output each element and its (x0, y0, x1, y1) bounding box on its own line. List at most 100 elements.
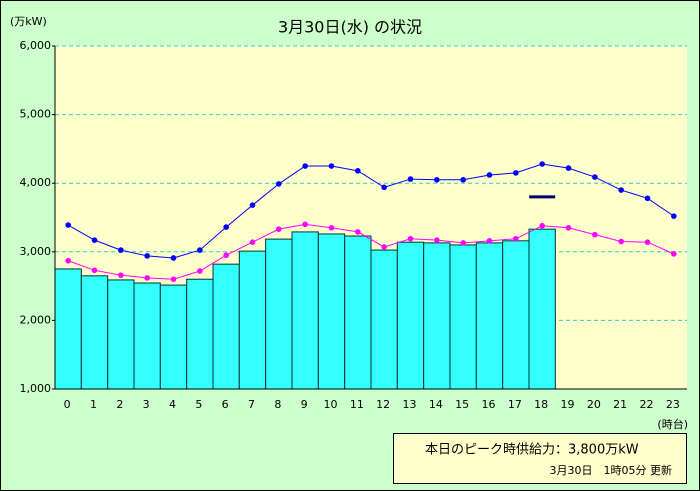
x-tick-label: 4 (169, 398, 176, 411)
y-tick-label: 5,000 (20, 108, 52, 121)
update-text: 3月30日 1時05分 更新 (550, 463, 673, 477)
bar (449, 244, 477, 390)
point (91, 237, 98, 243)
bar (317, 233, 346, 390)
point (381, 184, 387, 191)
bar (80, 275, 109, 390)
x-tick-label: 0 (64, 398, 71, 411)
point (644, 239, 651, 245)
y-tick-label: 4,000 (20, 176, 52, 189)
x-tick-label: 7 (248, 398, 255, 411)
x-tick-label: 6 (222, 398, 229, 411)
point (434, 176, 440, 183)
point (355, 168, 361, 174)
point (328, 163, 335, 169)
bar (423, 242, 451, 390)
x-tick-label: 16 (482, 398, 496, 411)
bar (133, 282, 161, 390)
y-tick-label: 6,000 (20, 39, 52, 52)
x-axis-label: (時台) (657, 417, 688, 431)
x-tick-label: 2 (116, 398, 123, 411)
point (355, 229, 361, 235)
point (276, 181, 282, 187)
bar (159, 284, 188, 390)
point (671, 213, 677, 219)
x-tick-label: 9 (301, 398, 308, 411)
peak-value: 3,800万kW (568, 443, 639, 458)
bar (344, 235, 372, 390)
bar (212, 263, 240, 390)
point (644, 195, 651, 202)
x-tick-label: 18 (534, 398, 548, 411)
point (65, 222, 71, 228)
bar (238, 250, 267, 390)
point (513, 235, 519, 242)
point (144, 253, 150, 259)
point (539, 222, 545, 229)
x-tick-label: 8 (274, 398, 281, 411)
point (565, 224, 572, 231)
point (223, 252, 229, 259)
point (513, 170, 519, 176)
x-tick-label: 11 (350, 398, 364, 411)
x-tick-label: 3 (143, 398, 150, 411)
x-tick-label: 22 (640, 398, 654, 411)
bar (54, 268, 82, 390)
point (197, 247, 203, 253)
x-tick-label: 5 (195, 398, 202, 411)
bar (291, 231, 319, 390)
point (302, 163, 308, 169)
x-tick-label: 23 (666, 398, 680, 411)
x-tick-label: 1 (90, 398, 97, 411)
point (65, 257, 71, 264)
point (91, 267, 98, 274)
x-tick-label: 19 (561, 398, 575, 411)
bar (475, 242, 504, 390)
x-tick-label: 12 (376, 398, 390, 411)
point (118, 272, 124, 278)
point (170, 255, 177, 261)
bar (265, 238, 293, 390)
x-tick-label: 13 (403, 398, 417, 411)
info-box (393, 433, 687, 484)
point (486, 238, 493, 244)
point (144, 275, 150, 281)
chart-title: 3月30日(水) の状況 (278, 18, 422, 37)
point (170, 276, 177, 283)
point (249, 202, 256, 208)
bar (502, 240, 530, 390)
point (618, 187, 624, 193)
x-tick-label: 10 (324, 398, 338, 411)
y-axis-label: (万kW) (10, 15, 47, 28)
x-tick-label: 15 (455, 398, 469, 411)
x-tick-label: 17 (508, 398, 522, 411)
bar (186, 278, 214, 390)
point (223, 224, 229, 230)
x-tick-label: 14 (429, 398, 443, 411)
line (67, 163, 675, 259)
bar (370, 249, 398, 390)
bar (396, 241, 425, 390)
bar (107, 279, 135, 390)
point (486, 172, 493, 178)
point (197, 268, 203, 274)
y-tick-label: 3,000 (20, 245, 52, 258)
point (249, 239, 256, 245)
point (276, 226, 282, 232)
peak-text: 本日のピーク時供給力： (425, 443, 568, 458)
point (381, 244, 387, 250)
x-tick-label: 21 (613, 398, 627, 411)
point (565, 165, 572, 171)
point (407, 235, 414, 242)
x-tick-label: 20 (587, 398, 601, 411)
bar (528, 228, 556, 390)
line (67, 223, 675, 280)
point (671, 251, 677, 257)
point (460, 240, 466, 246)
point (460, 176, 466, 183)
point (618, 238, 624, 245)
point (592, 231, 598, 238)
point (302, 221, 308, 228)
point (328, 224, 335, 231)
